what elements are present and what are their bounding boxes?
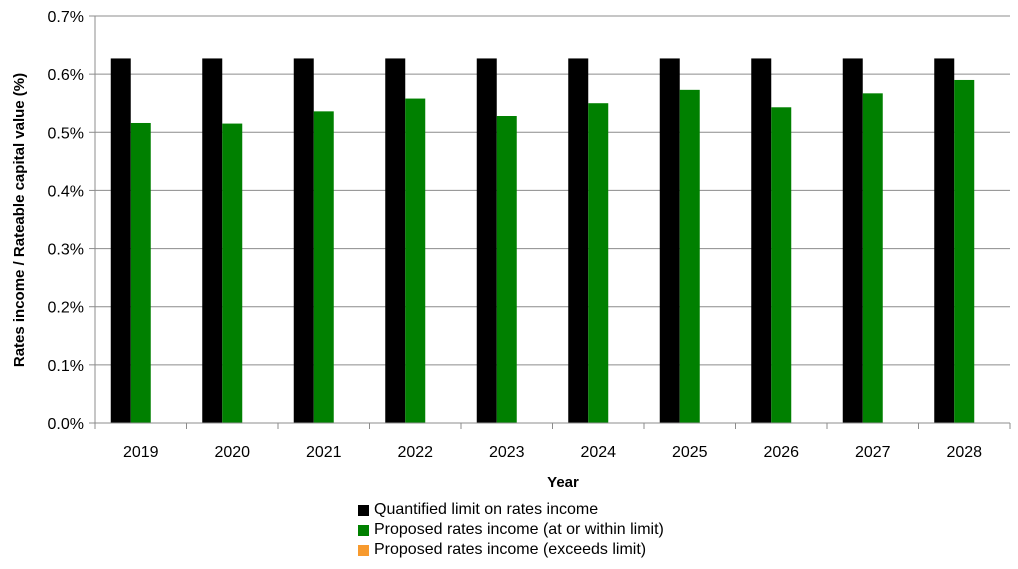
bar-limit-2025 — [659, 58, 680, 424]
bar-limit-2028 — [934, 58, 955, 424]
legend-label-within: Proposed rates income (at or within limi… — [374, 521, 664, 538]
y-tick-label: 0.7% — [48, 9, 84, 26]
x-tick-labels: 2019 2020 2021 2022 2023 2024 2025 2026 2027 2028 — [123, 444, 982, 461]
bar-within-2024 — [588, 103, 609, 423]
x-tick-label: 2025 — [672, 444, 708, 461]
x-tick-label: 2027 — [855, 444, 891, 461]
bar-within-2028 — [954, 79, 975, 423]
bar-limit-2026 — [751, 58, 772, 424]
bar-within-2023 — [496, 116, 517, 424]
axes — [89, 15, 1011, 429]
x-tick-label: 2026 — [763, 444, 799, 461]
y-tick-label: 0.0% — [48, 416, 84, 433]
x-tick-label: 2019 — [123, 444, 159, 461]
legend-swatch-limit — [358, 504, 369, 516]
x-axis-title: Year — [547, 474, 579, 491]
x-tick-label: 2028 — [946, 444, 982, 461]
bar-limit-2024 — [568, 58, 589, 424]
bar-limit-2022 — [385, 58, 406, 424]
x-tick-label: 2023 — [489, 444, 525, 461]
bar-limit-2020 — [202, 58, 223, 424]
y-tick-label: 0.4% — [48, 183, 84, 200]
x-tick-label: 2021 — [306, 444, 342, 461]
legend-item-limit: Quantified limit on rates income — [358, 500, 664, 520]
legend-item-within: Proposed rates income (at or within limi… — [358, 520, 664, 540]
legend-swatch-within — [358, 524, 369, 536]
y-tick-label: 0.2% — [48, 300, 84, 317]
legend-label-limit: Quantified limit on rates income — [374, 501, 599, 518]
bar-within-2020 — [222, 123, 243, 424]
legend-label-exceeds: Proposed rates income (exceeds limit) — [374, 541, 647, 558]
bar-within-2021 — [313, 111, 334, 424]
bar-within-2026 — [771, 107, 792, 423]
y-tick-label: 0.3% — [48, 242, 84, 259]
y-tick-label: 0.5% — [48, 125, 84, 142]
x-tick-label: 2022 — [397, 444, 433, 461]
bar-within-2025 — [679, 89, 700, 423]
bar-limit-2019 — [110, 58, 131, 424]
y-tick-labels: 0.0% 0.1% 0.2% 0.3% 0.4% 0.5% 0.6% 0.7% — [48, 9, 84, 433]
bar-within-2019 — [130, 122, 151, 424]
legend: Quantified limit on rates income Propose… — [358, 500, 664, 560]
bar-within-2022 — [405, 98, 426, 423]
bar-limit-2027 — [842, 58, 863, 424]
bars — [110, 58, 975, 424]
x-tick-label: 2020 — [214, 444, 250, 461]
legend-swatch-exceeds — [358, 544, 369, 556]
y-axis-title: Rates income / Rateable capital value (%… — [11, 73, 28, 367]
y-tick-label: 0.6% — [48, 67, 84, 84]
legend-item-exceeds: Proposed rates income (exceeds limit) — [358, 540, 664, 560]
bar-limit-2021 — [293, 58, 314, 424]
bar-within-2027 — [862, 93, 883, 423]
y-tick-label: 0.1% — [48, 358, 84, 375]
x-tick-label: 2024 — [580, 444, 616, 461]
gridlines — [95, 15, 1010, 366]
bar-limit-2023 — [476, 58, 497, 424]
